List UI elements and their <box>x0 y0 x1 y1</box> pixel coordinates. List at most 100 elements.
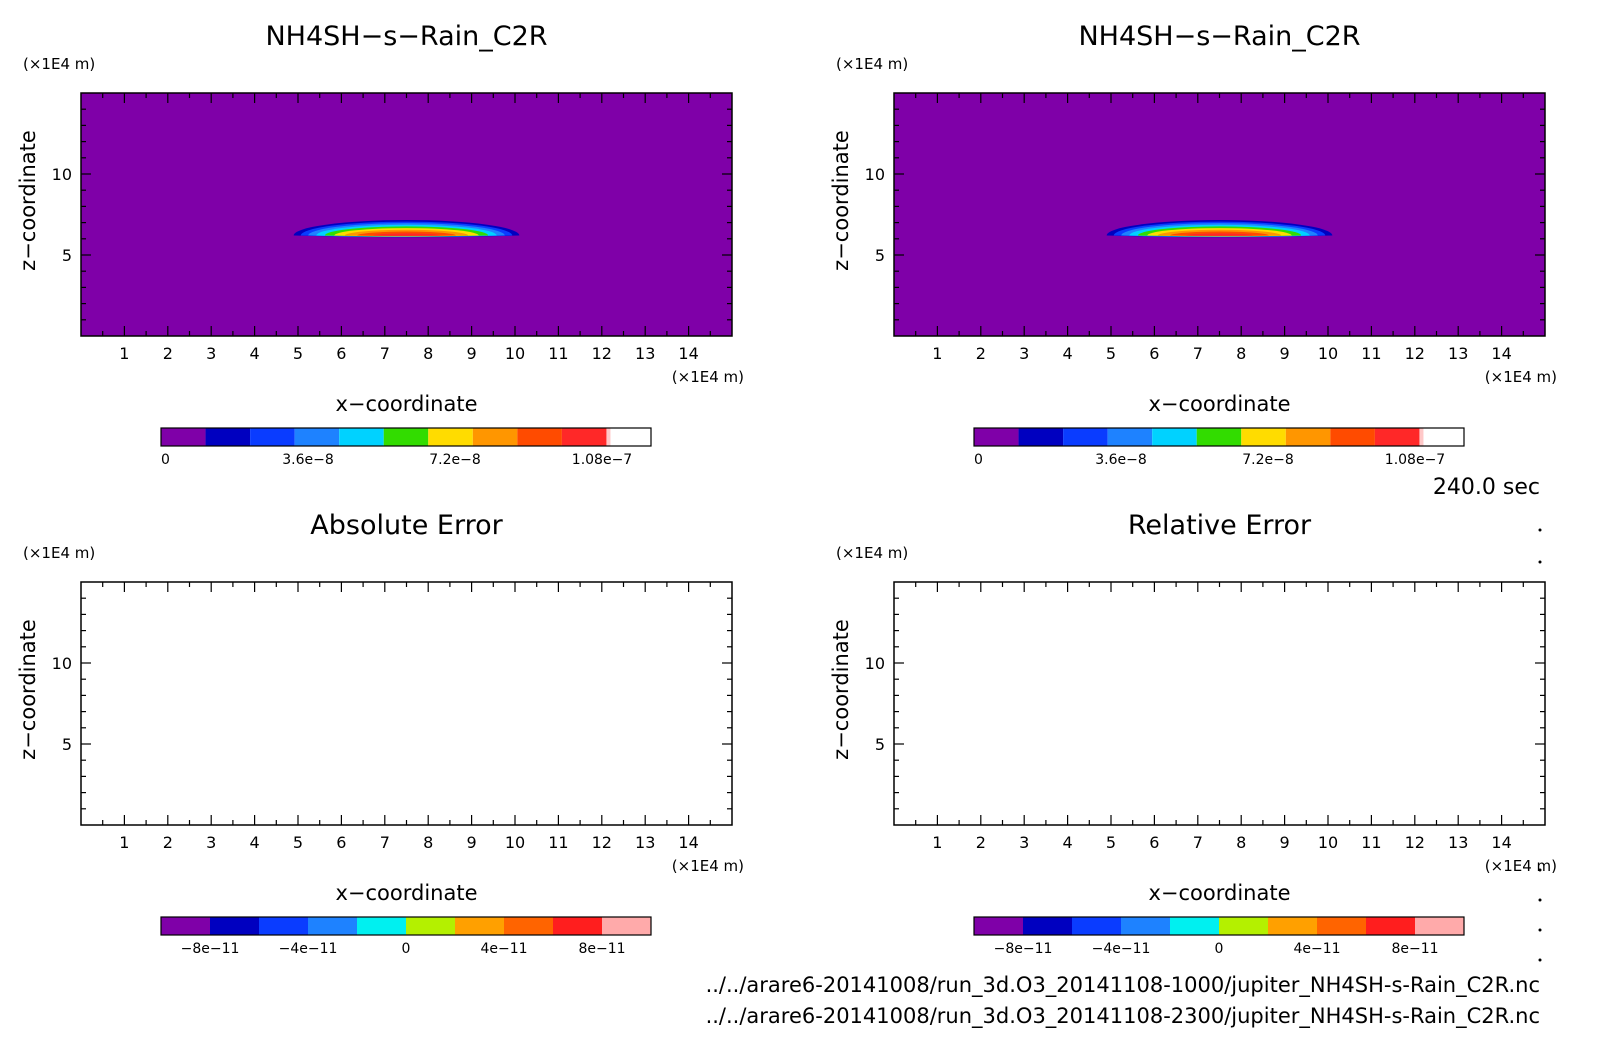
colorbar-tick-label: 0 <box>402 941 411 957</box>
x-tick-label: 1 <box>119 344 129 363</box>
colorbar-segment <box>161 428 206 446</box>
colorbar-tick-label: 0 <box>1215 941 1224 957</box>
x-tick-label: 9 <box>467 833 477 852</box>
x-tick-label: 14 <box>678 344 698 363</box>
heatmap-background <box>81 93 732 336</box>
colorbar-segment <box>974 428 1019 446</box>
x-tick-label: 12 <box>592 833 612 852</box>
x-tick-label: 8 <box>423 833 433 852</box>
colorbar-segment <box>553 917 602 935</box>
z-axis-label: z−coordinate <box>16 130 40 271</box>
x-tick-label: 5 <box>293 344 303 363</box>
y-unit-label: (×1E4 m) <box>836 544 908 562</box>
x-tick-label: 7 <box>1193 344 1203 363</box>
colorbar-segment <box>308 917 357 935</box>
x-tick-label: 14 <box>678 833 698 852</box>
x-tick-label: 3 <box>206 344 216 363</box>
colorbar-segment <box>455 917 504 935</box>
panel-3: Absolute Error(×1E4 m)1 2 3 4 5 6 7 8 9 10 11 12 13 1… <box>16 510 744 957</box>
x-axis-label: x−coordinate <box>1148 881 1290 905</box>
x-tick-label: 13 <box>1448 344 1468 363</box>
x-tick-label: 9 <box>467 344 477 363</box>
z-tick-label: 5 <box>62 735 72 754</box>
colorbar-segment <box>974 917 1023 935</box>
colorbar-segment <box>1063 428 1108 446</box>
marker-dot <box>1538 958 1542 962</box>
z-tick-label: 10 <box>52 165 72 184</box>
x-axis-label: x−coordinate <box>1148 392 1290 416</box>
y-unit-label: (×1E4 m) <box>23 544 95 562</box>
panel-title: NH4SH−s−Rain_C2R <box>265 21 547 52</box>
colorbar-tick-label: 4e−11 <box>480 941 527 957</box>
x-axis-label: x−coordinate <box>335 881 477 905</box>
x-tick-label: 4 <box>1063 344 1073 363</box>
x-tick-label: 8 <box>1236 344 1246 363</box>
colorbar-segment <box>1317 917 1366 935</box>
x-tick-label: 4 <box>250 833 260 852</box>
colorbar-tick-label: 7.2e−8 <box>429 452 481 468</box>
colorbar-tick-label: 8e−11 <box>1391 941 1438 957</box>
x-tick-label: 7 <box>380 344 390 363</box>
x-tick-label: 4 <box>1063 833 1073 852</box>
colorbar-frame <box>973 427 1465 447</box>
y-unit-label: (×1E4 m) <box>23 55 95 73</box>
z-tick-label: 5 <box>875 246 885 265</box>
x-tick-label: 8 <box>423 344 433 363</box>
x-tick-label: 2 <box>976 344 986 363</box>
colorbar-tick-label: −8e−11 <box>181 941 240 957</box>
colorbar-segment <box>406 917 455 935</box>
z-tick-label: 5 <box>62 246 72 265</box>
colorbar-segment <box>294 428 340 446</box>
x-axis-label: x−coordinate <box>335 392 477 416</box>
z-axis-label: z−coordinate <box>829 130 853 271</box>
x-tick-label: 9 <box>1280 833 1290 852</box>
x-tick-label: 5 <box>293 833 303 852</box>
x-tick-label: 4 <box>250 344 260 363</box>
x-tick-label: 1 <box>119 833 129 852</box>
marker-dot <box>1538 868 1542 872</box>
colorbar-tick-label: −4e−11 <box>279 941 338 957</box>
colorbar-segment <box>259 917 308 935</box>
x-tick-label: 14 <box>1491 344 1511 363</box>
x-tick-label: 10 <box>1318 344 1338 363</box>
heatmap-background <box>894 93 1545 336</box>
x-tick-label: 7 <box>1193 833 1203 852</box>
file-path-2: ../../arare6-20141008/run_3d.O3_20141108… <box>706 1004 1540 1029</box>
marker-dot <box>1538 898 1542 902</box>
x-tick-label: 11 <box>1361 833 1381 852</box>
colorbar-frame <box>160 427 652 447</box>
x-tick-label: 6 <box>336 833 346 852</box>
colorbar-segment <box>1023 917 1072 935</box>
colorbar-segment <box>250 428 295 446</box>
contour-level-9 <box>1185 233 1254 236</box>
z-tick-label: 5 <box>875 735 885 754</box>
x-unit-label: (×1E4 m) <box>1485 857 1557 875</box>
x-tick-label: 10 <box>505 344 525 363</box>
x-tick-label: 5 <box>1106 833 1116 852</box>
x-tick-label: 12 <box>592 344 612 363</box>
colorbar-segment <box>1152 428 1197 446</box>
colorbar-tick-label: 3.6e−8 <box>282 452 334 468</box>
x-tick-label: 12 <box>1405 344 1425 363</box>
colorbar-tick-label: 0 <box>161 452 170 468</box>
x-tick-label: 11 <box>548 833 568 852</box>
colorbar-segment <box>339 428 384 446</box>
x-tick-label: 3 <box>206 833 216 852</box>
colorbar-segment <box>357 917 406 935</box>
x-tick-label: 5 <box>1106 344 1116 363</box>
colorbar-tick-label: 1.08e−7 <box>1385 452 1445 468</box>
colorbar-segment <box>1241 428 1286 446</box>
x-unit-label: (×1E4 m) <box>1485 368 1557 386</box>
colorbar-segment <box>1330 428 1375 446</box>
colorbar-tick-label: 8e−11 <box>578 941 625 957</box>
heatmap-background <box>81 582 732 825</box>
colorbar-tick-label: −8e−11 <box>994 941 1053 957</box>
colorbar-segment <box>383 428 429 446</box>
colorbar-segment <box>606 428 611 446</box>
colorbar-segment <box>517 428 562 446</box>
x-tick-label: 6 <box>1149 833 1159 852</box>
x-tick-label: 3 <box>1019 344 1029 363</box>
panel-2: NH4SH−s−Rain_C2R(×1E4 m)1 2 3 4 5 6 7 8 9 10 11 12 1… <box>829 21 1557 468</box>
colorbar-segment <box>1419 428 1424 446</box>
